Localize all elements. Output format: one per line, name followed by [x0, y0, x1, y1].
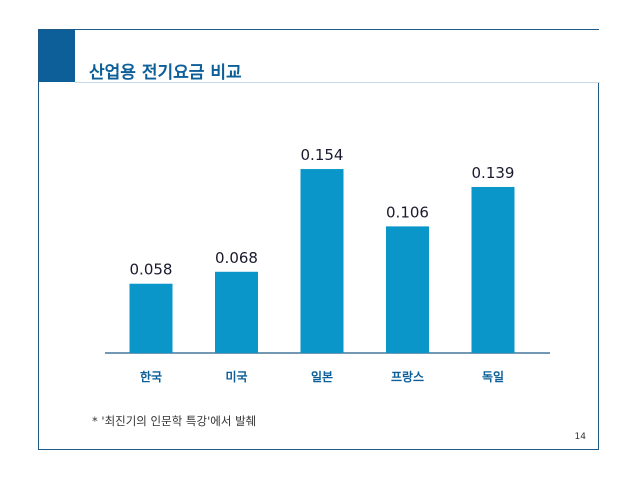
bar-3 [300, 169, 344, 353]
bar-2 [215, 271, 258, 353]
bar-1 [129, 283, 173, 353]
title-accent-block [39, 30, 75, 82]
category-label-1: 한국 [140, 369, 162, 384]
footnote: * '최진기의 인문학 특강'에서 발췌 [92, 414, 257, 428]
bar-5 [471, 186, 515, 353]
category-label-2: 미국 [225, 369, 247, 384]
slide-title: 산업용 전기요금 비교 [89, 63, 242, 83]
bar-chart: 0.058 한국 0.068 미국 0.154 일본 0.106 프랑스 0.139 독일 [105, 146, 550, 384]
category-label-4: 프랑스 [391, 370, 424, 384]
bar-4 [386, 226, 429, 353]
page-number: 14 [574, 432, 586, 442]
category-label-5: 독일 [482, 370, 504, 384]
title-band [39, 30, 600, 83]
value-label-2: 0.068 [215, 249, 258, 267]
slide-frame: 산업용 전기요금 비교 0.058 한국 0.068 미국 0.154 일본 0.106 프랑… [38, 29, 600, 450]
title-underline [75, 30, 600, 83]
value-label-1: 0.058 [130, 261, 173, 279]
category-label-3: 일본 [311, 370, 333, 384]
value-label-4: 0.106 [386, 203, 429, 221]
value-label-3: 0.154 [301, 146, 344, 164]
value-label-5: 0.139 [472, 164, 515, 182]
